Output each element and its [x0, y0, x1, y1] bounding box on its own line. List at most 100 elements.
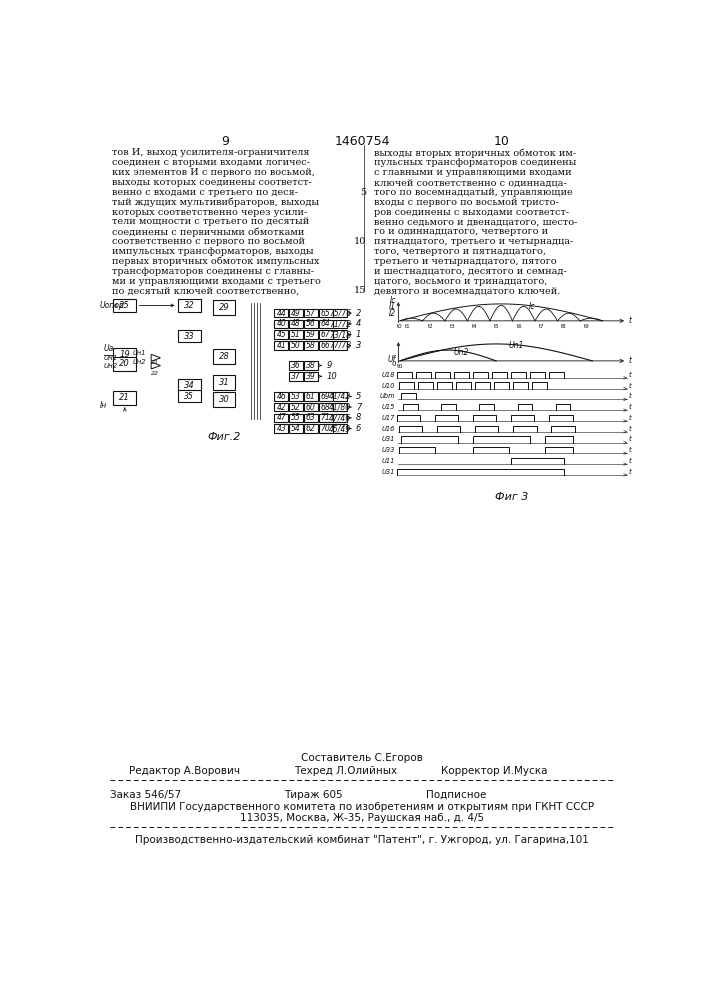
- Text: пятнадцатого, третьего и четырнадца-: пятнадцатого, третьего и четырнадца-: [373, 237, 573, 246]
- Text: 31: 31: [218, 378, 229, 387]
- Text: тов И, выход усилителя-ограничителя: тов И, выход усилителя-ограничителя: [112, 148, 309, 157]
- Text: венно с входами с третьего по деся-: венно с входами с третьего по деся-: [112, 188, 298, 197]
- Bar: [319, 341, 332, 350]
- Bar: [333, 309, 347, 317]
- Bar: [304, 330, 317, 339]
- Bar: [289, 361, 303, 370]
- Text: U15: U15: [382, 404, 395, 410]
- Bar: [333, 392, 347, 401]
- Text: 36: 36: [291, 361, 301, 370]
- Text: t: t: [629, 383, 631, 389]
- Bar: [333, 341, 347, 350]
- Text: 41: 41: [276, 341, 286, 350]
- Text: Заказ 546/57: Заказ 546/57: [110, 790, 181, 800]
- Bar: [319, 392, 332, 401]
- Text: 69: 69: [321, 392, 330, 401]
- Text: t4: t4: [472, 324, 478, 329]
- Text: 41/42: 41/42: [329, 392, 351, 401]
- Bar: [333, 414, 347, 422]
- Text: третьего и четырнадцатого, пятого: третьего и четырнадцатого, пятого: [373, 257, 556, 266]
- Text: выходы которых соединены соответст-: выходы которых соединены соответст-: [112, 178, 311, 187]
- Text: 8: 8: [356, 413, 361, 422]
- Bar: [319, 424, 332, 433]
- Bar: [274, 424, 288, 433]
- Text: 29: 29: [218, 303, 229, 312]
- Text: 25: 25: [119, 301, 130, 310]
- Text: Uа: Uа: [104, 344, 114, 353]
- Text: первых вторичных обмоток импульсных: первых вторичных обмоток импульсных: [112, 257, 319, 266]
- Text: 55: 55: [291, 413, 301, 422]
- Bar: [304, 361, 317, 370]
- Text: 44: 44: [276, 309, 286, 318]
- Text: t: t: [629, 356, 631, 365]
- Text: соединены с первичными обмотками: соединены с первичными обмотками: [112, 227, 304, 237]
- Text: 68: 68: [321, 403, 330, 412]
- Text: девятого и восемнадцатого ключей.: девятого и восемнадцатого ключей.: [373, 286, 560, 295]
- Text: U31: U31: [382, 436, 395, 442]
- Bar: [304, 392, 317, 401]
- Text: импульсных трансформаторов, выходы: импульсных трансформаторов, выходы: [112, 247, 313, 256]
- Text: Корректор И.Муска: Корректор И.Муска: [441, 766, 547, 776]
- Text: тый ждущих мультивибраторов, выходы: тый ждущих мультивибраторов, выходы: [112, 198, 319, 207]
- Text: 52: 52: [291, 403, 301, 412]
- Text: t8: t8: [561, 324, 567, 329]
- Text: 53: 53: [291, 392, 301, 401]
- Text: 41/80: 41/80: [329, 403, 351, 412]
- Text: 48: 48: [291, 319, 301, 328]
- Text: U17: U17: [382, 415, 395, 421]
- Text: Техред Л.Олийных: Техред Л.Олийных: [293, 766, 397, 776]
- Text: t0: t0: [397, 364, 403, 369]
- Text: 51: 51: [291, 330, 301, 339]
- Text: венно седьмого и двенадцатого, шесто-: венно седьмого и двенадцатого, шесто-: [373, 217, 577, 226]
- Text: I2: I2: [389, 309, 396, 318]
- Text: 37: 37: [291, 372, 301, 381]
- Bar: [304, 414, 317, 422]
- Bar: [274, 392, 288, 401]
- Text: го и одиннадцатого, четвертого и: го и одиннадцатого, четвертого и: [373, 227, 548, 236]
- Text: тели мощности с третьего по десятый: тели мощности с третьего по десятый: [112, 217, 309, 226]
- Text: U10: U10: [382, 383, 395, 389]
- Text: Редактор А.Ворович: Редактор А.Ворович: [129, 766, 240, 776]
- Bar: [333, 330, 347, 339]
- Text: I1: I1: [389, 302, 396, 311]
- Text: 39: 39: [306, 372, 315, 381]
- Text: 20: 20: [119, 359, 130, 368]
- Text: 58: 58: [306, 341, 315, 350]
- Text: Iн: Iн: [100, 401, 107, 410]
- Bar: [289, 320, 303, 328]
- Text: 42: 42: [276, 403, 286, 412]
- Text: того, четвертого и пятнадцатого,: того, четвертого и пятнадцатого,: [373, 247, 546, 256]
- Text: t3: t3: [450, 324, 455, 329]
- Text: 45: 45: [276, 330, 286, 339]
- Text: 0: 0: [392, 361, 396, 367]
- Text: 2: 2: [356, 309, 361, 318]
- Bar: [213, 375, 235, 390]
- Text: 65: 65: [321, 309, 330, 318]
- Text: входы с первого по восьмой тристо-: входы с первого по восьмой тристо-: [373, 198, 559, 207]
- Text: ми и управляющими входами с третьего: ми и управляющими входами с третьего: [112, 277, 320, 286]
- Bar: [319, 320, 332, 328]
- Bar: [333, 403, 347, 411]
- Text: по десятый ключей соответственно,: по десятый ключей соответственно,: [112, 286, 299, 295]
- Bar: [319, 403, 332, 411]
- Polygon shape: [151, 362, 160, 369]
- Bar: [213, 392, 235, 407]
- Text: 71/72: 71/72: [329, 319, 351, 328]
- Text: 28: 28: [218, 352, 229, 361]
- Bar: [289, 309, 303, 317]
- Text: Un1: Un1: [508, 341, 524, 350]
- Text: Ubm: Ubm: [380, 393, 395, 399]
- Text: U11: U11: [382, 458, 395, 464]
- Text: соответственно с первого по восьмой: соответственно с первого по восьмой: [112, 237, 305, 246]
- Bar: [274, 309, 288, 317]
- Bar: [289, 330, 303, 339]
- Text: 75/76: 75/76: [329, 309, 351, 318]
- Text: Производственно-издательский комбинат "Патент", г. Ужгород, ул. Гагарина,101: Производственно-издательский комбинат "П…: [135, 835, 589, 845]
- Bar: [113, 299, 136, 312]
- Text: 77/78: 77/78: [329, 341, 351, 350]
- Text: t: t: [629, 372, 631, 378]
- Text: t: t: [629, 436, 631, 442]
- Text: 54: 54: [291, 424, 301, 433]
- Text: U33: U33: [382, 447, 395, 453]
- Bar: [304, 320, 317, 328]
